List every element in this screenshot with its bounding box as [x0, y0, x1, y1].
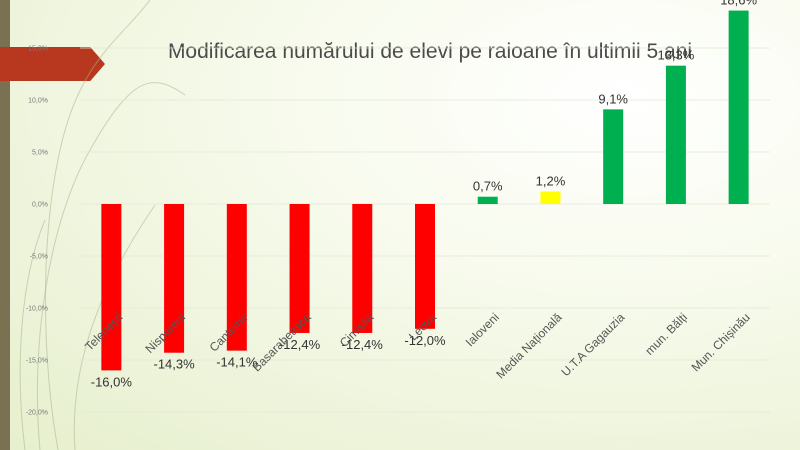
bar	[477, 196, 498, 204]
bar	[415, 204, 435, 329]
y-axis-ticks: 25,0%20,0%15,0%10,0%5,0%0,0%-5,0%-10,0%-…	[26, 0, 48, 417]
chart-title: Modificarea numărului de elevi pe raioan…	[167, 40, 693, 63]
bar	[665, 65, 686, 205]
category-label: mun. Bălți	[642, 310, 690, 358]
data-label: -14,3%	[153, 357, 195, 372]
y-tick-label: -15,0%	[26, 358, 48, 365]
left-accent-bar	[0, 0, 10, 450]
y-tick-label: -10,0%	[26, 306, 48, 313]
category-label: Media Națională	[493, 310, 564, 381]
category-label: U.T.A Gagauzia	[558, 310, 627, 379]
data-label: 1,2%	[536, 174, 566, 189]
bar	[540, 191, 561, 204]
y-tick-label: 5,0%	[32, 150, 48, 157]
data-label: 18,6%	[720, 0, 757, 8]
data-label: 0,7%	[473, 179, 503, 194]
y-tick-label: 10,0%	[28, 98, 48, 105]
bar	[226, 204, 247, 351]
data-label: -16,0%	[91, 374, 133, 389]
bar	[101, 204, 122, 371]
data-label: -12,4%	[342, 337, 384, 352]
bars	[101, 10, 749, 371]
decorative-curves	[19, 0, 186, 450]
bar	[728, 10, 749, 205]
bar	[603, 109, 624, 204]
data-labels: -16,0% -14,3% -14,1% -12,4% -12,4% -12,0% 0,7%…	[91, 0, 758, 389]
data-label: 13,3%	[657, 48, 694, 63]
y-tick-label: 0,0%	[32, 202, 48, 209]
bar	[289, 204, 310, 333]
data-label: -12,0%	[404, 333, 446, 348]
bar	[352, 204, 373, 333]
data-label: -14,1%	[216, 355, 258, 370]
data-label: 9,1%	[598, 91, 628, 106]
y-tick-label: 15,0%	[28, 46, 48, 53]
y-tick-label: 20,0%	[28, 0, 48, 1]
title-arrow-shape	[0, 47, 105, 81]
data-label: -12,4%	[279, 337, 321, 352]
y-tick-label: -5,0%	[30, 254, 48, 261]
bar	[164, 204, 185, 353]
y-tick-label: -20,0%	[26, 410, 48, 417]
category-label: Mun. Chișinău	[689, 310, 753, 374]
category-label: Ialoveni	[463, 310, 502, 349]
